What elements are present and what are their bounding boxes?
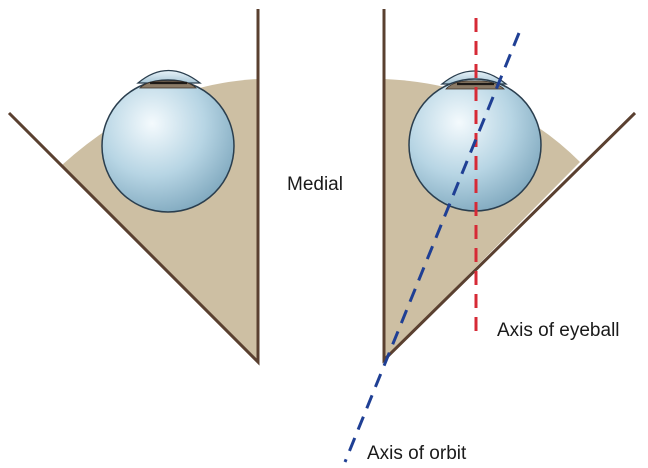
left-orbit-walls [7,9,260,366]
left-globe [101,79,235,213]
left-cornea [136,70,202,84]
axis-of-eyeball-label: Axis of eyeball [497,320,620,341]
left-eyeball [101,70,235,213]
medial-label: Medial [287,174,343,195]
left-orbit [7,9,260,366]
axis-of-orbit-line [343,32,521,463]
right-orbit [382,9,637,364]
right-orbit-walls [382,9,637,364]
axis-of-orbit-label: Axis of orbit [367,443,467,464]
